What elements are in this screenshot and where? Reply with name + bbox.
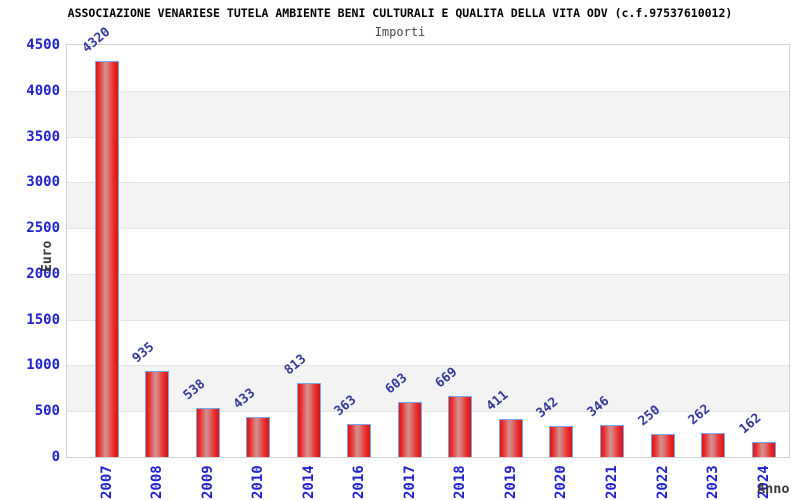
y-axis-title: Euro (40, 240, 55, 272)
bar-2009 (195, 407, 220, 457)
gridline (67, 273, 789, 275)
plot-band (67, 90, 789, 137)
bar-2017 (397, 401, 422, 457)
bar-2021 (600, 425, 624, 457)
x-tick-label: 2022 (654, 465, 671, 499)
gridline (67, 182, 789, 184)
y-tick-label: 2000 (26, 265, 60, 282)
bar-2008 (145, 371, 170, 457)
x-tick-label: 2021 (604, 465, 620, 499)
gridline (67, 228, 789, 230)
x-tick-label: 2009 (199, 465, 216, 499)
y-tick-label: 4500 (26, 37, 60, 53)
x-tick-label: 2008 (149, 465, 166, 499)
y-tick-label: 0 (51, 449, 60, 465)
gridline (67, 90, 789, 92)
gridline (67, 319, 789, 321)
bar-2020 (549, 425, 574, 457)
x-axis-title: Anno (757, 481, 790, 497)
bar-2018 (448, 395, 473, 457)
gridline (67, 365, 789, 367)
plot-band (67, 228, 789, 274)
plot-band (67, 319, 789, 366)
bar-2016 (347, 423, 372, 457)
plot-band (67, 182, 789, 229)
y-tick-label: 3500 (26, 128, 60, 145)
x-tick-label: 2020 (553, 465, 570, 499)
x-tick-label: 2019 (502, 465, 519, 499)
chart-subtitle: Importi (374, 25, 426, 39)
bar-2014 (296, 382, 321, 457)
bar-2010 (246, 417, 271, 457)
x-tick-label: 2007 (98, 465, 115, 499)
x-tick-label: 2017 (401, 465, 418, 499)
bar-2007 (94, 61, 119, 457)
y-tick-label: 1500 (26, 311, 60, 328)
chart-title: ASSOCIAZIONE VENARIESE TUTELA AMBIENTE B… (67, 6, 733, 20)
x-tick-label: 2014 (300, 465, 317, 499)
bar-2022 (650, 434, 675, 457)
plot-area: 4320 935 538 433 813 363 603 669 411 342 346 250 262… (66, 25, 790, 458)
y-tick-label: 3000 (26, 174, 60, 191)
x-tick-label: 2010 (250, 465, 267, 499)
y-tick-label: 1000 (26, 357, 60, 374)
bar-2023 (701, 433, 726, 457)
y-tick-label: 4000 (26, 82, 60, 99)
y-tick-label: 2500 (26, 220, 60, 237)
plot-band (67, 136, 789, 183)
x-tick-label: 2016 (351, 465, 368, 499)
plot-band (67, 273, 789, 320)
bar-2019 (498, 419, 523, 457)
gridline (67, 136, 789, 138)
y-tick-label: 500 (34, 403, 60, 420)
bar-2024 (751, 442, 776, 457)
x-tick-label: 2023 (705, 465, 722, 499)
plot-band (67, 411, 789, 457)
x-tick-label: 2018 (452, 465, 469, 499)
gridline (67, 411, 789, 413)
plot-band (67, 45, 789, 91)
plot-band (67, 365, 789, 412)
